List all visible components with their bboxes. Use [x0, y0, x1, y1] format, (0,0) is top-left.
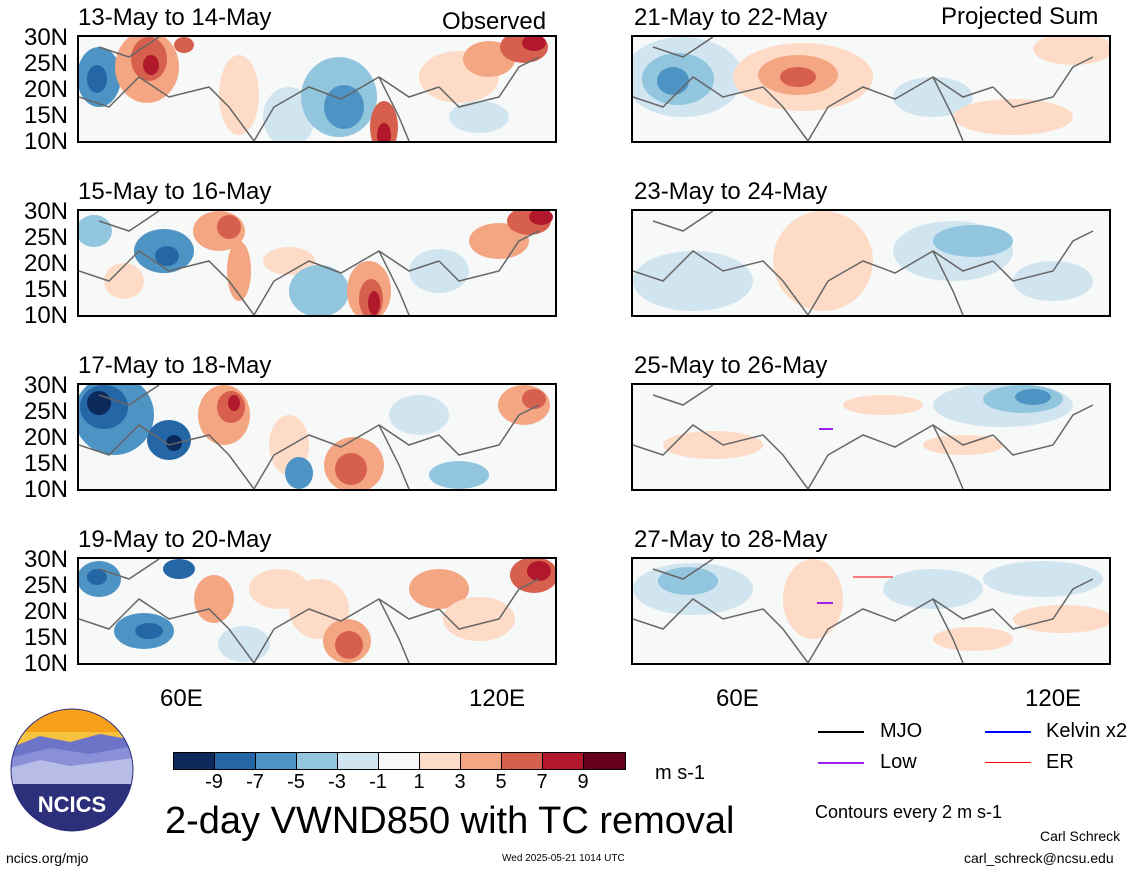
colorbar-cell [337, 752, 379, 770]
projected-sum-label: Projected Sum [941, 3, 1099, 30]
lat-label: 30N [23, 546, 68, 573]
panel-title-obs-2: 15-May to 16-May [78, 178, 272, 205]
lat-label: 15N [23, 276, 68, 303]
contours-note: Contours every 2 m s-1 [815, 802, 1003, 822]
lat-label: 10N [23, 650, 68, 677]
panel-title-proj-4: 27-May to 28-May [634, 526, 828, 553]
colorbar-cell [296, 752, 338, 770]
colorbar-cell [419, 752, 461, 770]
lat-label: 15N [23, 102, 68, 129]
lon-label-120e-left: 120E [469, 685, 526, 712]
footer-email: carl_schreck@ncsu.edu [964, 850, 1114, 866]
ncics-logo: NCICS [10, 708, 134, 832]
lat-label: 30N [23, 198, 68, 225]
lat-label: 15N [23, 450, 68, 477]
panel-title-obs-1: 13-May to 14-May [78, 4, 272, 31]
colorbar-cell [378, 752, 420, 770]
map-panel-proj-2 [631, 209, 1111, 317]
lat-label: 25N [23, 224, 68, 251]
footer-author: Carl Schreck [1040, 828, 1121, 844]
panel-title-proj-2: 23-May to 24-May [634, 178, 828, 205]
lat-label: 25N [23, 398, 68, 425]
legend-line-low [818, 762, 864, 764]
lat-label: 15N [23, 624, 68, 651]
colorbar-cell [255, 752, 297, 770]
map-panel-proj-4 [631, 557, 1111, 665]
lat-label: 20N [23, 76, 68, 103]
colorbar-tick: 7 [536, 771, 548, 793]
panel-title-proj-1: 21-May to 22-May [634, 4, 828, 31]
map-panel-obs-1 [77, 35, 557, 143]
legend-label-mjo: MJO [880, 720, 923, 742]
observed-label: Observed [442, 8, 547, 35]
colorbar-tick: 5 [495, 771, 507, 793]
colorbar-tick: 1 [413, 771, 425, 793]
legend-label-kelvin: Kelvin x2 [1046, 720, 1128, 742]
lat-label: 25N [23, 572, 68, 599]
panel-title-proj-3: 25-May to 26-May [634, 352, 828, 379]
footer-url: ncics.org/mjo [6, 850, 89, 866]
colorbar-cell [460, 752, 502, 770]
colorbar-units: m s-1 [655, 762, 705, 784]
legend-line-kelvin [985, 731, 1031, 733]
lon-label-60e-left: 60E [160, 685, 203, 712]
panel-title-obs-3: 17-May to 18-May [78, 352, 272, 379]
colorbar-cell [173, 752, 215, 770]
colorbar-tick: -9 [205, 771, 223, 793]
lat-label: 10N [23, 302, 68, 329]
lat-label: 20N [23, 424, 68, 451]
colorbar-cell [583, 752, 626, 770]
main-title: 2-day VWND850 with TC removal [165, 800, 735, 842]
lat-label: 10N [23, 128, 68, 155]
legend-line-mjo [818, 731, 864, 733]
lon-label-120e-right: 120E [1025, 685, 1082, 712]
lat-label: 30N [23, 24, 68, 51]
colorbar-cell [214, 752, 256, 770]
map-panel-proj-1 [631, 35, 1111, 143]
map-panel-obs-2 [77, 209, 557, 317]
colorbar-tick: -5 [287, 771, 305, 793]
lon-label-60e-right: 60E [716, 685, 759, 712]
colorbar-tick: -3 [328, 771, 346, 793]
lat-label: 20N [23, 250, 68, 277]
lat-label: 10N [23, 476, 68, 503]
panel-title-obs-4: 19-May to 20-May [78, 526, 272, 553]
colorbar-cell [501, 752, 543, 770]
colorbar-tick: -7 [246, 771, 264, 793]
colorbar-tick: -1 [369, 771, 387, 793]
colorbar-tick: 9 [577, 771, 589, 793]
colorbar-tick: 3 [454, 771, 466, 793]
map-panel-proj-3 [631, 383, 1111, 491]
legend-line-er [985, 762, 1031, 763]
lat-label: 25N [23, 50, 68, 77]
map-panel-obs-3 [77, 383, 557, 491]
lat-label: 30N [23, 372, 68, 399]
ncics-logo-text: NCICS [38, 792, 106, 817]
lat-label: 20N [23, 598, 68, 625]
colorbar-cell [542, 752, 584, 770]
legend-label-low: Low [880, 751, 917, 773]
map-panel-obs-4 [77, 557, 557, 665]
legend-label-er: ER [1046, 751, 1074, 773]
footer-timestamp: Wed 2025-05-21 1014 UTC [502, 853, 625, 864]
